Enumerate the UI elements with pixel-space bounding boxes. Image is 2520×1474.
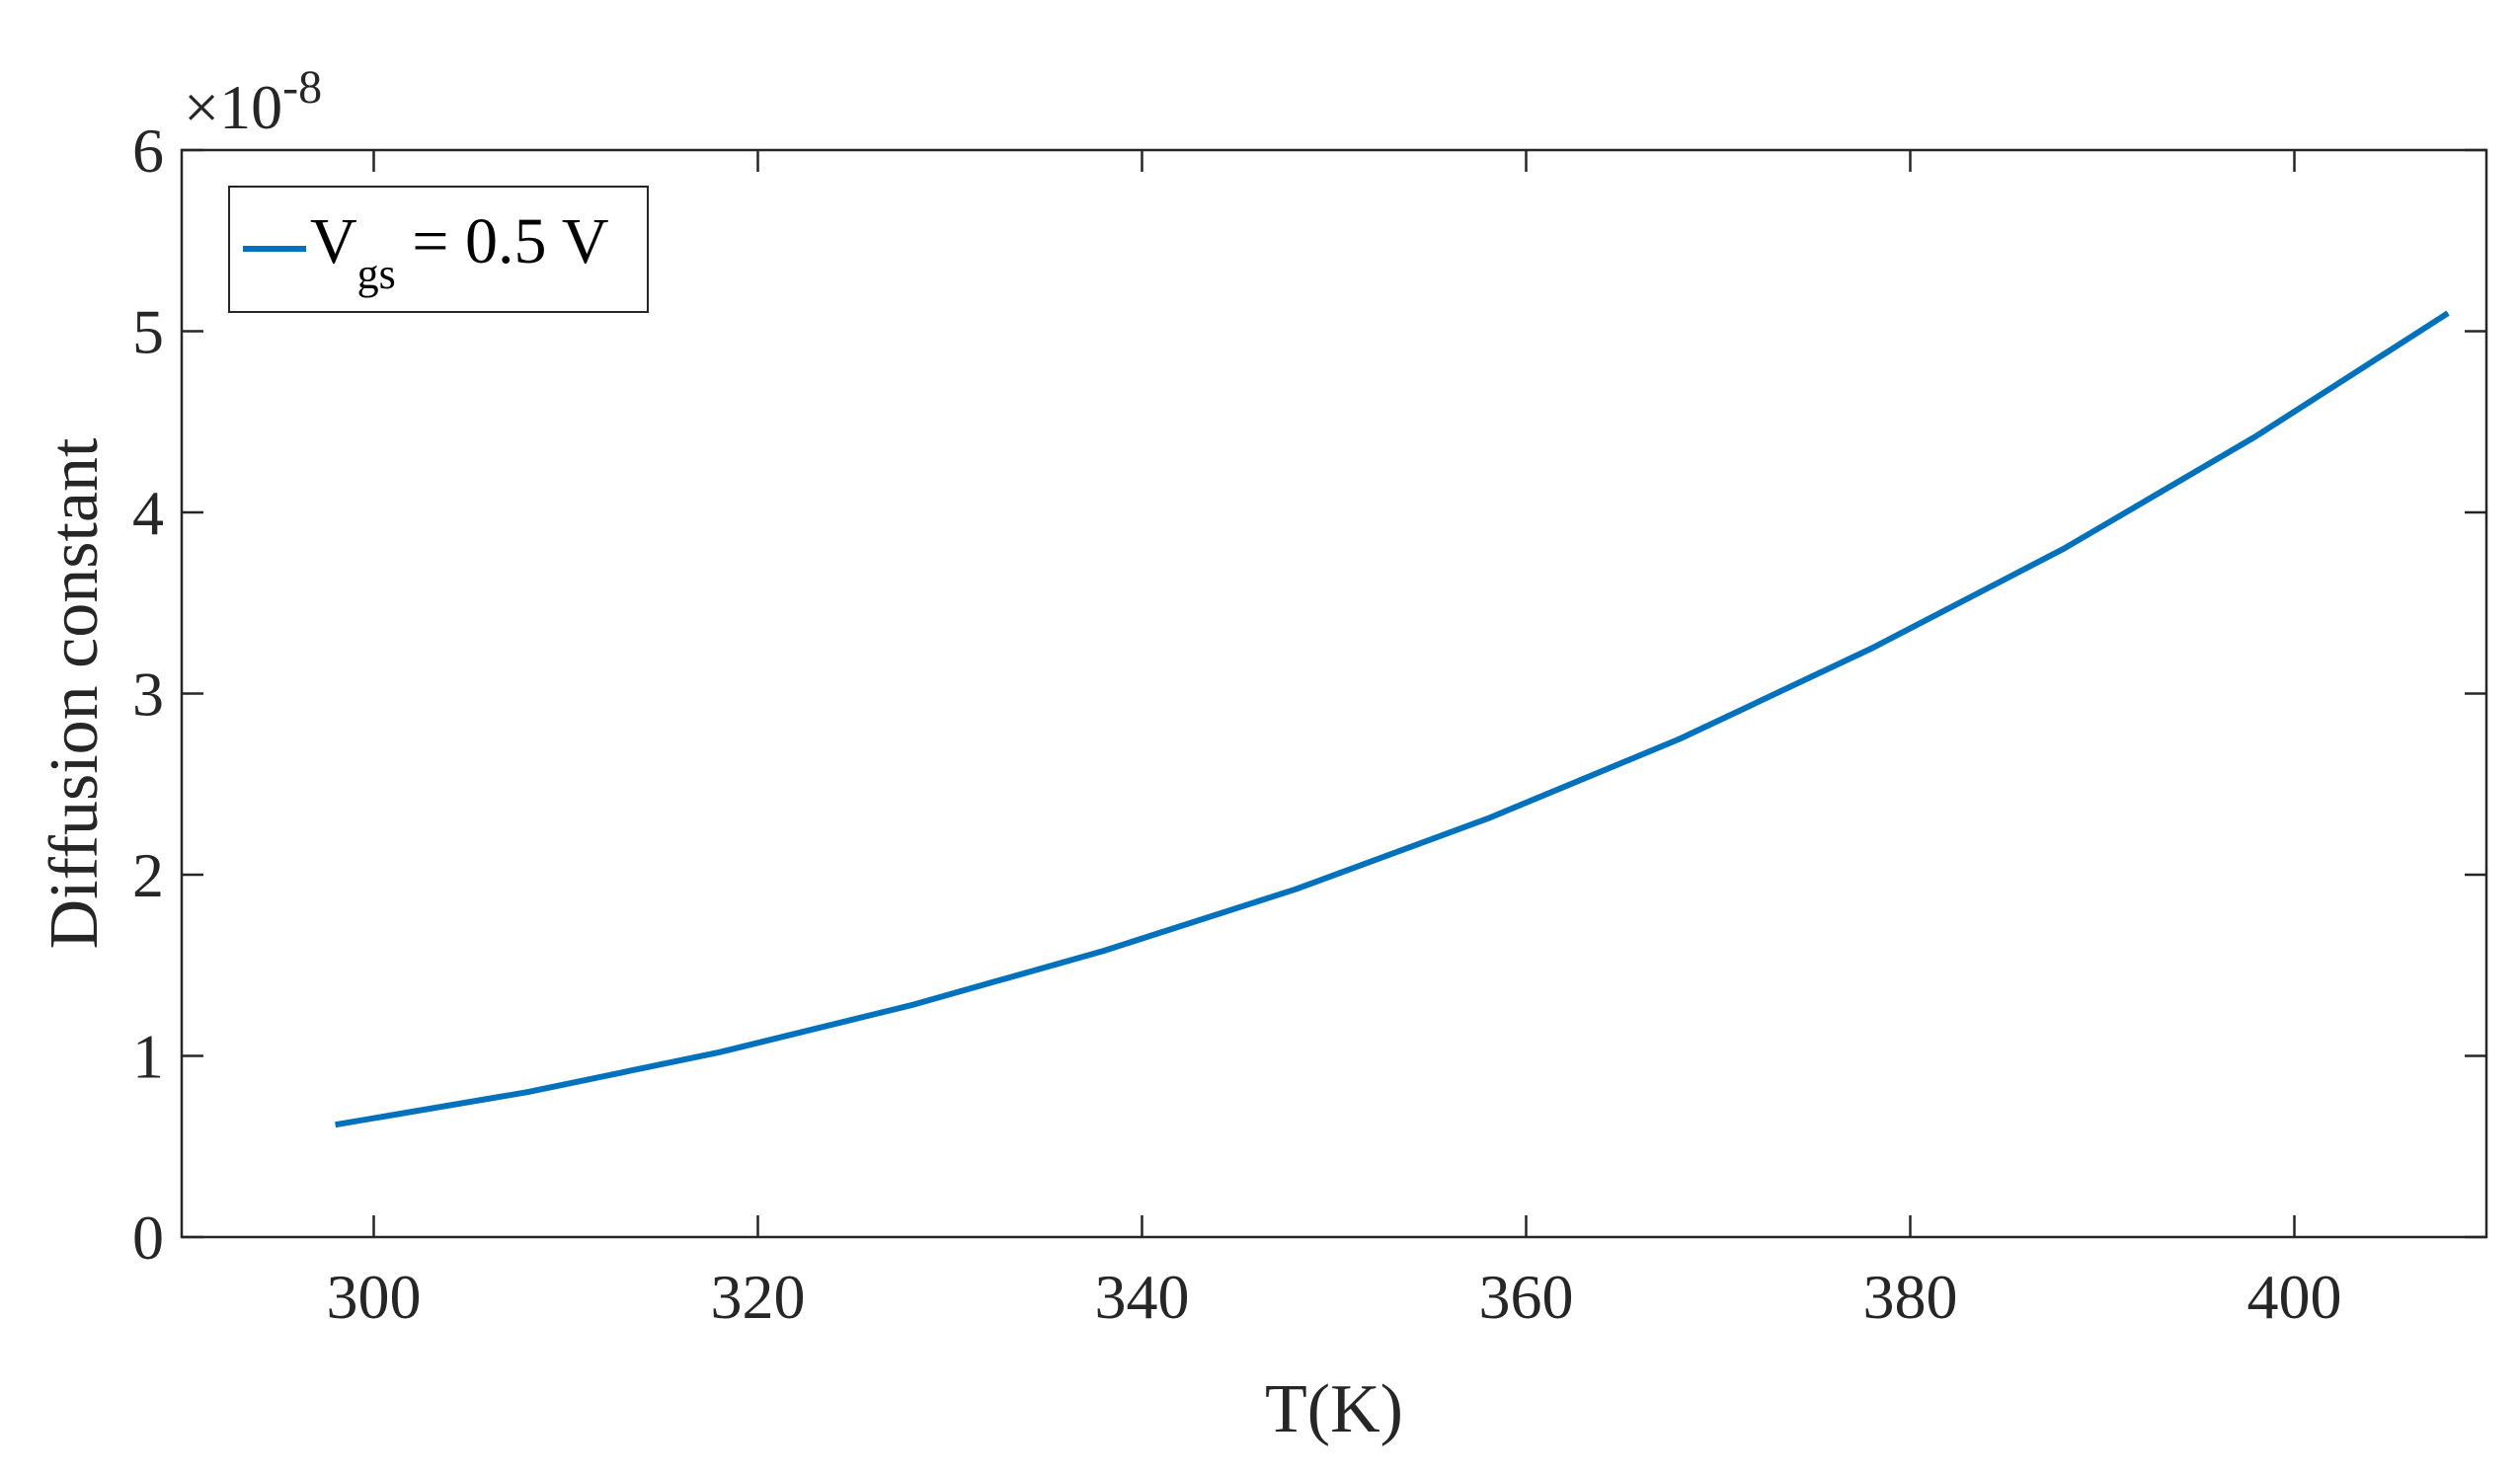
x-axis-title: T(K) bbox=[1265, 1371, 1403, 1447]
x-tick-labels: 300 320 340 360 380 400 bbox=[327, 1262, 2342, 1332]
x-tick-label: 400 bbox=[2247, 1262, 2342, 1332]
legend-series-label: Vgs = 0.5 V bbox=[310, 205, 609, 298]
y-tick-label: 0 bbox=[132, 1202, 164, 1273]
y-tick-label: 1 bbox=[132, 1022, 164, 1092]
series-line bbox=[335, 310, 2450, 1128]
tick-marks bbox=[182, 148, 2486, 1239]
y-tick-label: 6 bbox=[132, 116, 164, 186]
y-axis-exponent-label: ×10-8 bbox=[184, 61, 322, 142]
exponent-base: ×10 bbox=[184, 72, 282, 142]
x-tick-label: 380 bbox=[1863, 1262, 1958, 1332]
y-tick-label: 5 bbox=[132, 297, 164, 367]
x-tick-label: 320 bbox=[711, 1262, 806, 1332]
legend-label-subscript: gs bbox=[357, 250, 396, 298]
x-tick-label: 360 bbox=[1479, 1262, 1574, 1332]
y-tick-label: 4 bbox=[132, 478, 164, 548]
y-tick-label: 2 bbox=[132, 840, 164, 910]
exponent-power: -8 bbox=[282, 61, 322, 114]
plot-area-frame bbox=[180, 148, 2488, 1239]
y-tick-label: 3 bbox=[132, 659, 164, 730]
x-tick-label: 340 bbox=[1095, 1262, 1190, 1332]
legend: Vgs = 0.5 V bbox=[228, 186, 649, 313]
y-axis-title: Diffusion constant bbox=[37, 437, 113, 949]
x-tick-label: 300 bbox=[327, 1262, 422, 1332]
series-lines bbox=[335, 310, 2450, 1128]
legend-label-rest: = 0.5 V bbox=[396, 205, 609, 277]
y-tick-labels: 0 1 2 3 4 5 6 bbox=[132, 116, 164, 1273]
legend-label-main: V bbox=[310, 205, 357, 277]
